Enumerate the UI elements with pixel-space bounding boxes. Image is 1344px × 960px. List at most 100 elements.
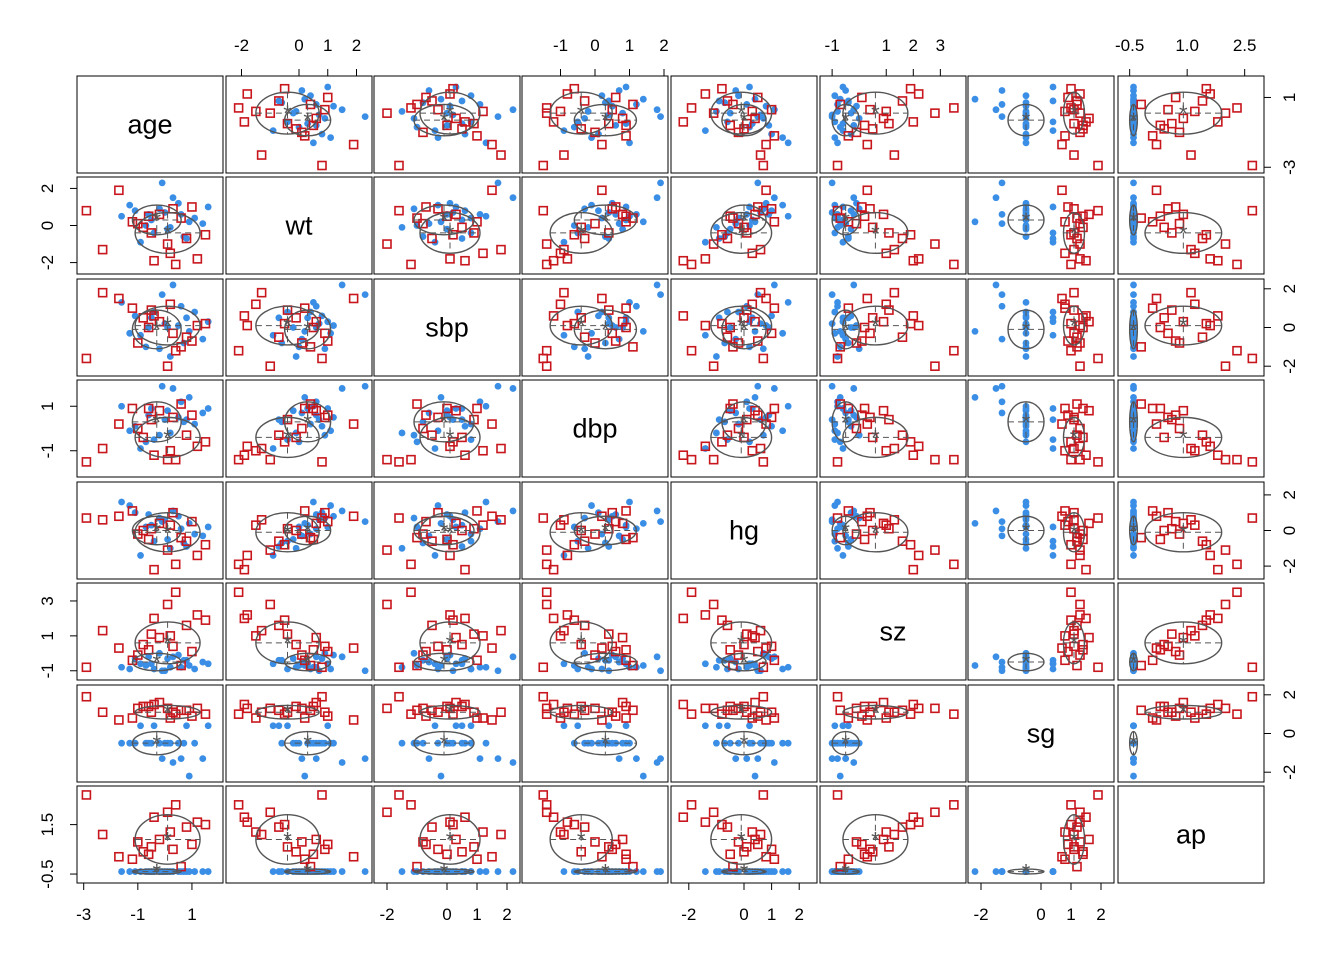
panel-frame <box>373 684 521 783</box>
data-point <box>1155 322 1166 333</box>
centroid-marker: * <box>871 314 880 339</box>
data-point <box>434 502 442 509</box>
tick-label: 1 <box>323 36 332 55</box>
panel-ap-vs-sg: ** <box>967 785 1115 885</box>
tick-label: 1 <box>767 905 776 924</box>
data-point <box>678 450 689 461</box>
data-point <box>831 722 839 730</box>
tick-label: 0 <box>294 36 303 55</box>
data-point <box>653 106 661 114</box>
data-point <box>747 631 758 641</box>
panel-hg-vs-wt: ** <box>225 481 373 580</box>
centroid-marker: * <box>283 827 292 852</box>
data-point <box>137 552 144 559</box>
data-point <box>458 235 466 242</box>
data-point <box>581 345 589 353</box>
panel-hg-vs-sz: * * <box>819 481 967 580</box>
data-point <box>686 800 697 810</box>
data-point <box>406 259 416 270</box>
data-point <box>678 117 689 127</box>
data-point <box>239 117 250 127</box>
data-point <box>584 108 592 115</box>
data-point <box>233 103 244 113</box>
data-point <box>913 89 924 99</box>
data-point <box>686 103 697 113</box>
data-point <box>541 103 552 113</box>
panel-frame <box>967 379 1115 478</box>
data-point <box>621 322 631 333</box>
data-point <box>457 847 467 857</box>
data-point <box>382 807 392 818</box>
data-point <box>905 229 916 240</box>
centroid-marker: * <box>871 101 880 126</box>
data-point <box>1201 83 1212 94</box>
data-point <box>584 544 592 552</box>
data-point <box>713 429 720 437</box>
data-point <box>1069 287 1079 298</box>
data-point <box>317 691 327 702</box>
data-point <box>199 532 207 540</box>
data-point <box>183 722 190 730</box>
data-point <box>758 160 769 171</box>
data-point <box>169 194 177 202</box>
data-point <box>442 403 452 414</box>
data-point <box>579 233 590 244</box>
data-point <box>200 318 211 329</box>
data-point <box>1072 430 1082 440</box>
data-point <box>590 529 600 539</box>
data-point <box>1130 405 1137 412</box>
data-point <box>998 658 1006 666</box>
data-point <box>305 660 316 671</box>
panel-wt-vs-hg: ** <box>670 176 818 275</box>
data-point <box>191 530 199 538</box>
data-point <box>1049 318 1057 326</box>
data-point <box>239 699 250 710</box>
data-point <box>686 454 697 465</box>
data-point <box>622 83 630 91</box>
data-point <box>181 430 192 440</box>
data-point <box>127 303 138 313</box>
centroid-marker: * <box>841 860 850 885</box>
data-point <box>713 739 720 747</box>
centroid-marker: * <box>841 108 850 133</box>
data-point <box>164 655 171 662</box>
data-point <box>1220 361 1231 371</box>
data-point <box>472 131 482 141</box>
data-point <box>831 92 839 100</box>
centroid-marker: * <box>1070 827 1079 852</box>
data-point <box>700 441 711 452</box>
data-point <box>114 851 124 862</box>
centroid-marker: * <box>1070 101 1079 126</box>
data-point <box>443 653 451 661</box>
data-point <box>406 800 416 810</box>
data-point <box>828 291 836 299</box>
data-point <box>713 353 720 360</box>
data-point <box>878 113 889 124</box>
tick-label: 2 <box>909 36 918 55</box>
data-point <box>275 722 283 730</box>
data-point <box>1130 511 1137 518</box>
data-point <box>1049 118 1057 126</box>
data-point <box>725 645 736 655</box>
data-point <box>460 450 470 461</box>
data-point <box>678 812 689 822</box>
data-point <box>1022 92 1030 100</box>
data-point <box>588 329 595 337</box>
data-point <box>832 353 843 364</box>
data-point <box>472 403 482 414</box>
data-point <box>327 665 335 673</box>
data-point <box>908 311 919 321</box>
data-point <box>199 755 207 763</box>
data-point <box>256 515 267 525</box>
data-point <box>451 632 461 643</box>
data-point <box>338 281 346 289</box>
data-point <box>761 293 771 304</box>
data-point <box>626 139 633 147</box>
data-point <box>1151 185 1162 196</box>
data-point <box>628 532 638 543</box>
tick-label: -1 <box>38 663 57 678</box>
data-point <box>274 620 284 631</box>
data-point <box>460 255 470 266</box>
centroid-marker: * <box>1179 101 1188 126</box>
